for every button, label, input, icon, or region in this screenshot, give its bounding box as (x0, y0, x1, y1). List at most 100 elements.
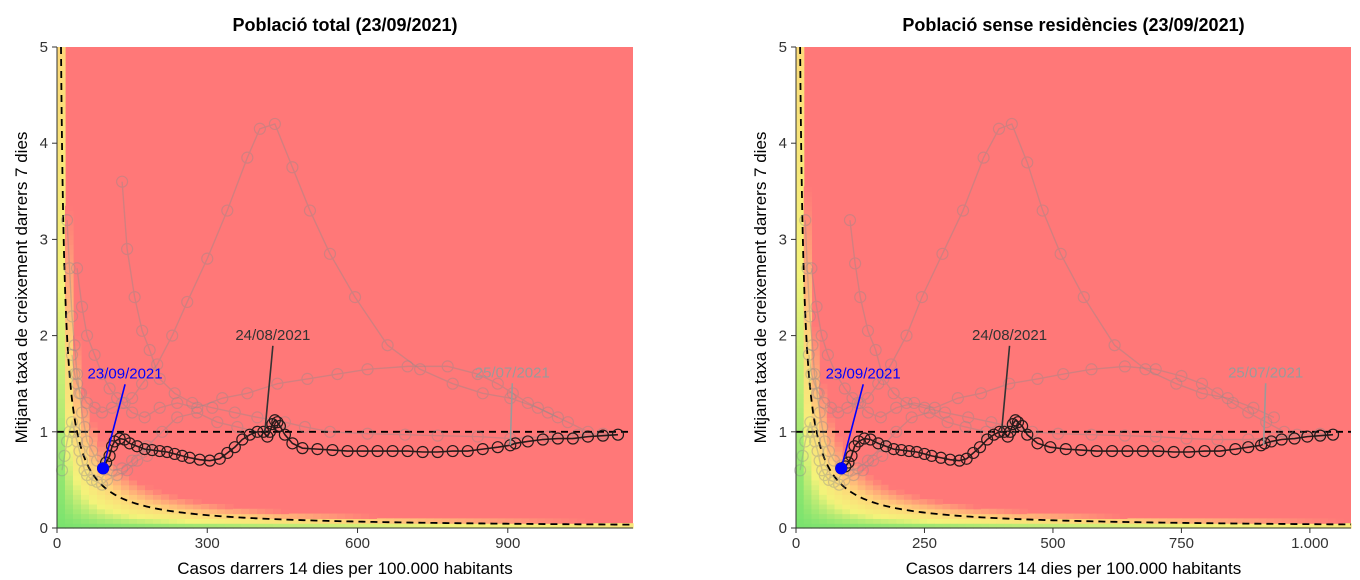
risk-cell (1158, 523, 1167, 529)
risk-cell (1235, 518, 1244, 524)
risk-cell (803, 273, 813, 279)
risk-cell (811, 412, 820, 418)
series-5 (794, 416, 889, 491)
risk-cell (241, 513, 250, 519)
y-tick-label: 5 (779, 39, 787, 56)
risk-cell (857, 479, 866, 486)
risk-cell (996, 523, 1005, 529)
annotation-label: 25/07/2021 (1228, 364, 1303, 381)
risk-cell (857, 465, 866, 471)
risk-cell (803, 330, 813, 337)
data-point (136, 324, 149, 337)
risk-cell (401, 518, 410, 524)
risk-cell (545, 518, 554, 524)
risk-cell (361, 513, 370, 519)
data-point (80, 435, 94, 448)
risk-cell (241, 523, 250, 529)
risk-cell (865, 489, 874, 495)
risk-cell (569, 523, 578, 529)
risk-cell (819, 475, 828, 481)
risk-cell (113, 484, 122, 491)
data-point (1075, 443, 1088, 457)
risk-cell (57, 176, 66, 183)
risk-cell (169, 523, 178, 529)
risk-cell (1019, 518, 1028, 524)
risk-cell (497, 523, 506, 529)
risk-cell (1235, 523, 1244, 529)
risk-cell (57, 325, 66, 332)
risk-cell (1104, 513, 1113, 519)
chart-panel-1: 23/09/2021 24/08/2021 25/07/2021 0 300 600 900… (12, 15, 634, 578)
data-point (801, 425, 814, 438)
risk-cell (803, 196, 813, 202)
risk-cell (842, 470, 851, 476)
data-point (80, 329, 94, 342)
risk-cell (880, 508, 890, 515)
risk-cell (834, 523, 843, 529)
risk-cell (803, 426, 813, 433)
risk-cell (145, 484, 154, 491)
risk-cell (796, 426, 805, 433)
x-axis-label: Casos darrers 14 dies per 100.000 habita… (906, 559, 1241, 578)
data-point (266, 418, 279, 431)
x-tick-label: 900 (495, 535, 520, 552)
data-point (816, 420, 829, 434)
risk-cell (57, 306, 66, 313)
risk-cell (65, 484, 74, 491)
data-point (191, 401, 204, 414)
risk-cell (137, 513, 146, 519)
y-tick-label: 0 (779, 520, 787, 537)
data-point (887, 387, 900, 400)
data-point (446, 377, 459, 390)
risk-cell (577, 523, 586, 529)
risk-cell (265, 518, 274, 524)
risk-cell (1058, 523, 1067, 529)
risk-cell (1050, 523, 1059, 529)
risk-cell (145, 499, 154, 505)
risk-cell (819, 518, 828, 524)
risk-cell (57, 167, 66, 173)
risk-cell (89, 465, 98, 471)
data-point (176, 449, 189, 462)
data-point (915, 291, 929, 304)
data-point (118, 396, 131, 410)
risk-cell (796, 220, 805, 226)
risk-cell (796, 273, 805, 279)
risk-cell (393, 518, 402, 524)
risk-cell (803, 258, 813, 265)
risk-cell (919, 513, 928, 519)
risk-cell (65, 470, 74, 476)
data-point (1054, 247, 1067, 260)
risk-cell (57, 523, 66, 529)
risk-cell (796, 398, 805, 404)
risk-cell (57, 335, 66, 342)
risk-cell (81, 417, 90, 423)
risk-cell (803, 224, 813, 231)
risk-cell (81, 513, 90, 519)
risk-cell (233, 508, 242, 515)
risk-cell (796, 191, 805, 197)
risk-cell (803, 340, 813, 346)
risk-cell (65, 350, 74, 356)
data-point (953, 454, 966, 467)
risk-cell (73, 475, 82, 481)
risk-cell (65, 489, 74, 495)
risk-cell (185, 523, 194, 529)
risk-cell (796, 479, 805, 486)
risk-cell (257, 508, 266, 515)
risk-cell (865, 479, 874, 486)
risk-cell (1181, 518, 1190, 524)
risk-cell (121, 470, 130, 476)
risk-cell (849, 494, 859, 500)
risk-cell (65, 297, 74, 303)
risk-cell (865, 494, 874, 500)
risk-cell (803, 398, 813, 404)
risk-cell (1112, 513, 1121, 519)
risk-cell (169, 494, 178, 500)
data-point (818, 396, 831, 410)
risk-cell (981, 518, 990, 524)
risk-cell (89, 470, 98, 476)
data-point (171, 396, 184, 410)
risk-cell (811, 359, 820, 366)
risk-cell (57, 239, 66, 245)
